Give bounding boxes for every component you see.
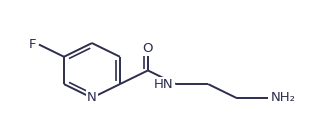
Text: HN: HN bbox=[154, 78, 174, 91]
Text: F: F bbox=[29, 38, 36, 51]
Text: N: N bbox=[87, 91, 97, 104]
Text: NH₂: NH₂ bbox=[270, 91, 295, 104]
Text: O: O bbox=[143, 42, 153, 55]
